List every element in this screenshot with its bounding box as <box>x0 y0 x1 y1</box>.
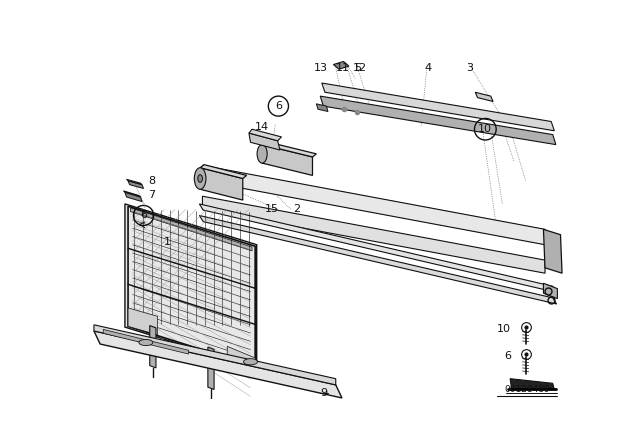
Text: 11: 11 <box>336 63 349 73</box>
Polygon shape <box>476 92 493 102</box>
Text: 3: 3 <box>466 63 473 73</box>
Ellipse shape <box>139 340 153 345</box>
Polygon shape <box>333 61 349 69</box>
Polygon shape <box>200 165 246 178</box>
Polygon shape <box>200 168 243 200</box>
Polygon shape <box>316 104 328 112</box>
Text: 7: 7 <box>148 190 156 200</box>
Polygon shape <box>510 379 554 389</box>
Polygon shape <box>103 329 189 354</box>
Text: 8: 8 <box>148 176 156 186</box>
Polygon shape <box>199 204 557 293</box>
Polygon shape <box>94 331 342 398</box>
Polygon shape <box>202 196 545 273</box>
Text: 6: 6 <box>504 351 511 362</box>
Text: 14: 14 <box>254 122 269 132</box>
Text: 10: 10 <box>478 124 492 134</box>
Ellipse shape <box>195 168 206 189</box>
Polygon shape <box>125 204 257 368</box>
Polygon shape <box>249 129 282 141</box>
Text: 9: 9 <box>320 388 328 398</box>
Text: 2: 2 <box>293 204 300 214</box>
Text: 6: 6 <box>140 211 147 220</box>
Text: 5: 5 <box>355 63 362 73</box>
Text: 4: 4 <box>424 63 431 73</box>
Text: 10: 10 <box>497 324 511 334</box>
Polygon shape <box>127 179 142 185</box>
Polygon shape <box>322 83 554 131</box>
Polygon shape <box>199 215 557 304</box>
Polygon shape <box>94 325 336 385</box>
Text: 00128489: 00128489 <box>504 385 550 394</box>
Polygon shape <box>128 181 143 189</box>
Polygon shape <box>131 208 252 251</box>
Text: 15: 15 <box>264 204 278 214</box>
Polygon shape <box>124 191 140 197</box>
Polygon shape <box>249 133 280 150</box>
Polygon shape <box>543 283 557 299</box>
Text: 13: 13 <box>314 63 328 73</box>
Polygon shape <box>543 229 562 273</box>
Polygon shape <box>320 96 556 145</box>
Ellipse shape <box>244 359 257 365</box>
Polygon shape <box>262 145 312 176</box>
Ellipse shape <box>257 145 267 163</box>
Polygon shape <box>227 346 255 366</box>
Polygon shape <box>262 142 316 157</box>
Polygon shape <box>125 192 142 202</box>
Polygon shape <box>150 326 156 368</box>
Polygon shape <box>128 308 157 335</box>
Polygon shape <box>202 165 545 245</box>
Polygon shape <box>208 347 214 389</box>
Ellipse shape <box>198 175 202 182</box>
Text: 6: 6 <box>275 101 282 111</box>
Text: 12: 12 <box>353 63 367 73</box>
Text: 1: 1 <box>164 237 171 247</box>
